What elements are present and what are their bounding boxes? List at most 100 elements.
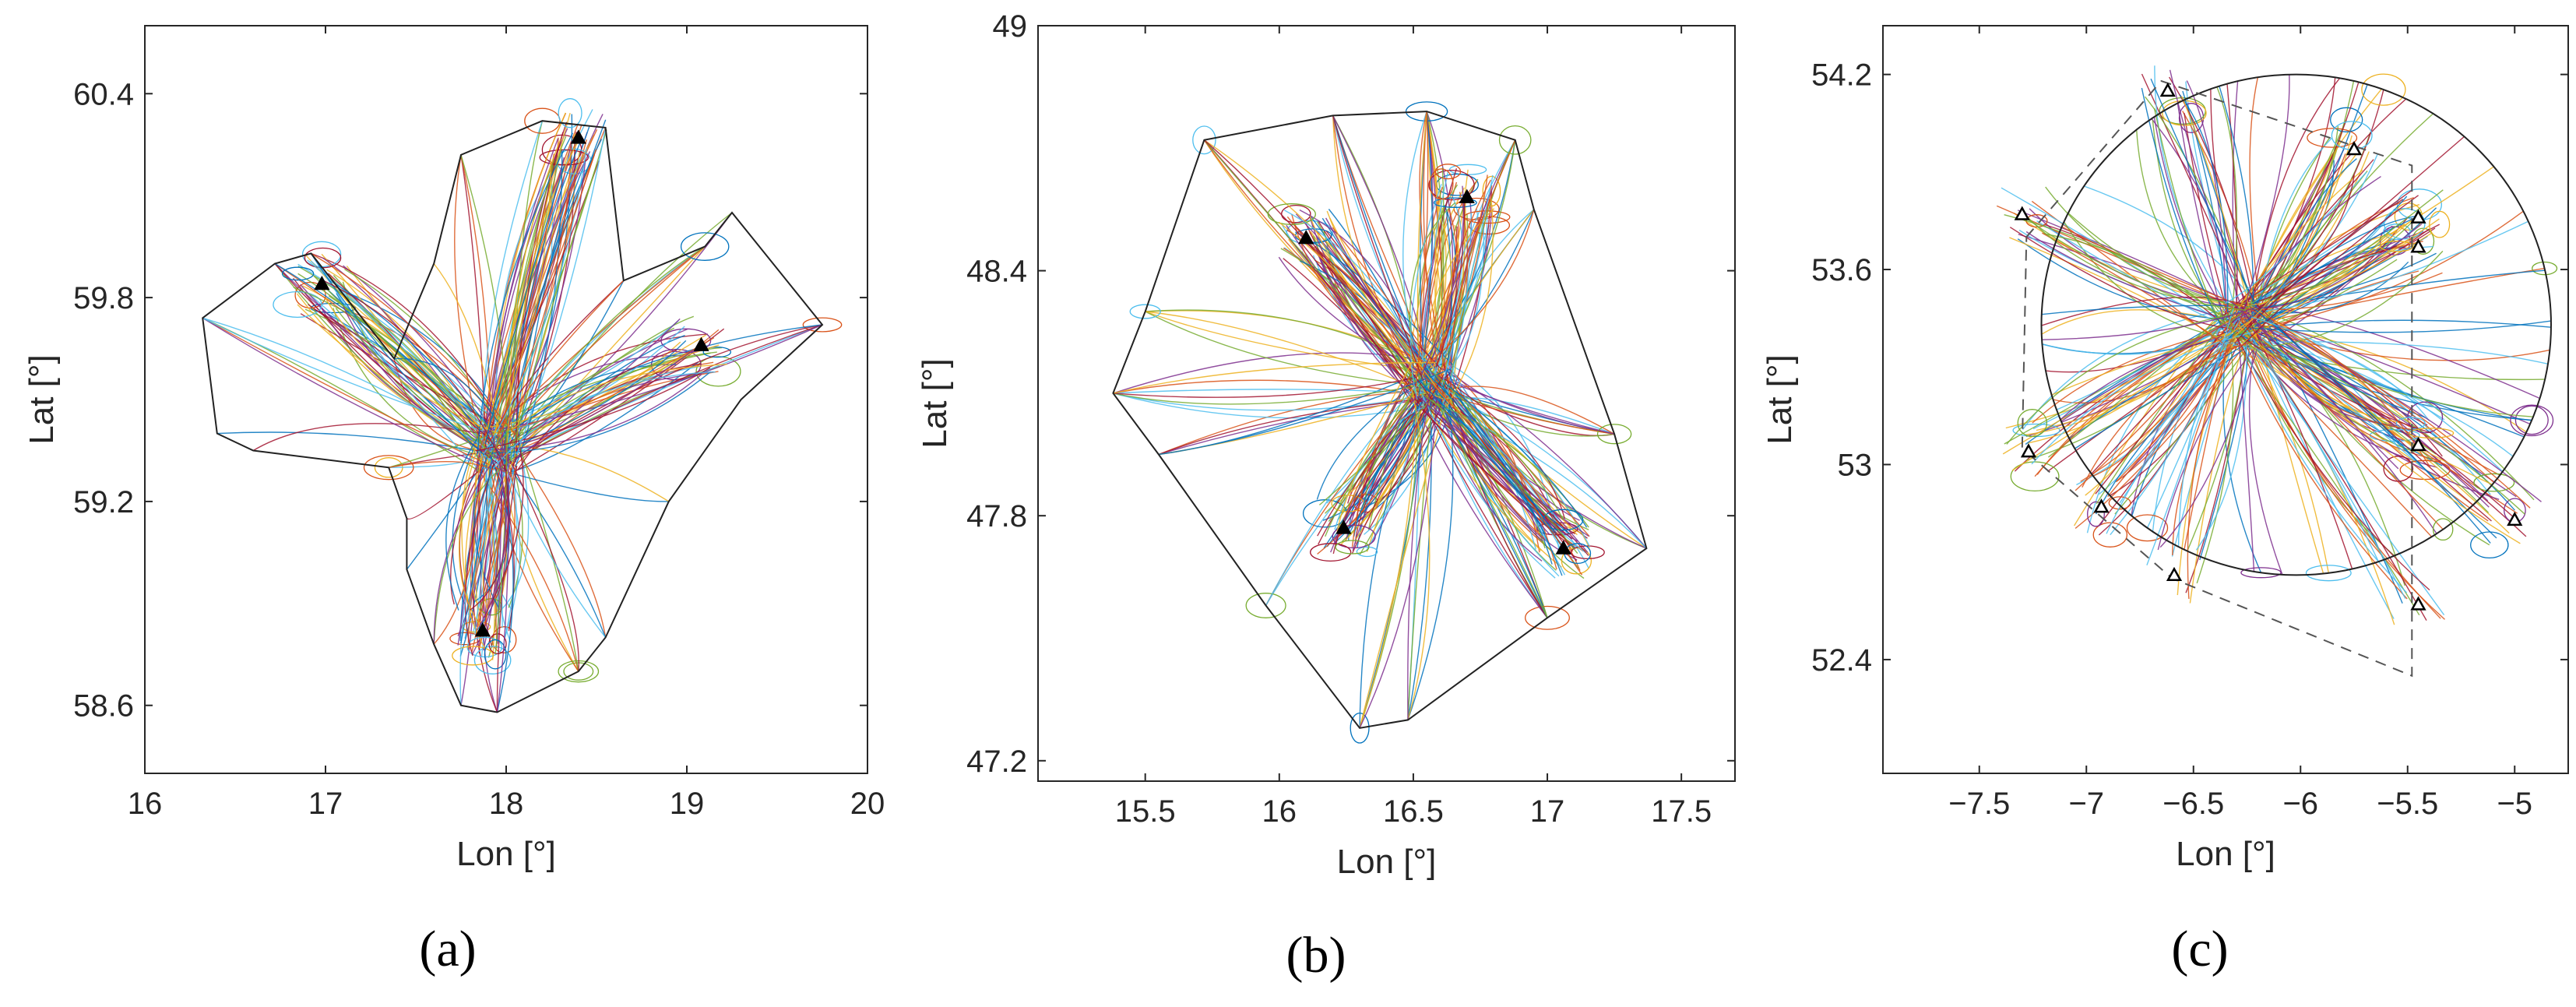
trajectory-line [343,305,499,459]
trajectory-line [1413,400,1548,618]
x-tick-label: −7 [2068,787,2104,821]
trajectory-line [2095,336,2225,495]
trajectory-line [393,358,484,452]
entry-point-marker [1555,540,1571,555]
trajectory-line [1368,398,1448,530]
trajectory-line [2238,338,2255,572]
trajectory-line [2225,217,2416,343]
holding-loop [2383,456,2414,482]
y-tick-label: 59.2 [73,485,134,519]
trajectory-line [313,275,489,456]
trajectory-line [2244,340,2405,424]
holding-loop [2510,404,2554,437]
trajectory-line [2254,340,2521,544]
trajectory-line [477,463,669,502]
trajectory-line [516,127,607,455]
trajectory-line [2011,316,2258,471]
entry-point-marker [2014,206,2030,220]
x-tick-label: 17.5 [1651,794,1712,829]
trajectory-line [467,439,505,651]
trajectory-line [464,463,494,657]
trajectory-line [2232,135,2353,339]
holding-loop [2108,496,2131,510]
trajectory-line [482,137,559,452]
x-tick-label: 16 [128,787,163,821]
trajectory-line [2233,190,2412,344]
entry-point-marker [2410,596,2426,611]
y-tick-label: 53.6 [1811,253,1872,287]
holding-loop [2330,107,2363,132]
holding-loop [680,232,730,261]
y-tick-label: 48.4 [966,255,1027,289]
holding-loop [660,328,712,354]
trajectory-line [459,463,511,706]
trajectory-line [2261,336,2426,470]
trajectory-line [333,308,477,456]
panel-c: −7.5 −7 −6.5 −6 −5.5 −5 52.4 53 53.6 54.2 Lon [°] L… [1761,25,2569,977]
trajectory-line [512,139,603,462]
trajectory-line [1447,399,1578,561]
trajectory-line [1448,395,1615,435]
x-tick-label: 16.5 [1383,794,1444,829]
trajectory-line [1421,185,1465,375]
trajectory-line [1203,139,1414,376]
trajectory-line [2189,322,2251,604]
trajectory-line [1419,111,1452,393]
trajectory-line [2225,259,2398,336]
trajectory-line [483,441,524,618]
trajectory-line [496,465,518,713]
trajectory-line [2236,326,2445,616]
x-tick-label: 17 [1530,794,1565,829]
trajectory-line [2247,215,2419,308]
trajectory-line [460,435,495,644]
trajectory-line [1407,403,1433,720]
holding-loop [2010,461,2060,492]
trajectory-line [1996,205,2232,306]
trajectory-line [1283,209,1418,363]
holding-loop [802,317,843,333]
trajectory-line [1325,217,1414,365]
trajectory-line [2001,187,2229,329]
trajectory-line [1415,209,1535,374]
trajectory-line [1325,380,1426,537]
trajectory-line [2262,84,2368,327]
trajectory-line [2250,261,2409,314]
trajectory-line [480,149,596,447]
trajectory-line [1412,364,1583,576]
trajectory-line [202,317,508,474]
y-tick-label: 49 [993,9,1028,44]
trajectory-line [1444,379,1565,519]
trajectory-line [2237,313,2444,530]
trajectory-line [2191,118,2226,310]
trajectory-line [1283,258,1437,407]
trajectory-line [2153,107,2223,329]
trajectory-line [2051,332,2233,396]
trajectory-line [328,280,512,455]
trajectory-line [2146,306,2235,565]
trajectory-line [202,317,504,460]
trajectory-line [1441,174,1494,386]
holding-loop [702,346,732,358]
trajectory-line [488,146,572,443]
x-tick-label: 17 [308,787,343,821]
trajectory-line [2009,227,2236,330]
trajectory-line [2025,231,2245,326]
axes-frame [1037,25,1736,782]
trajectory-line [2047,313,2224,458]
trajectory-line [2229,126,2339,323]
trajectory-line [2240,317,2413,431]
trajectory-line [2247,312,2542,502]
trajectory-line [2042,306,2258,340]
trajectory-line [1113,379,1446,405]
trajectory-line [494,127,607,456]
trajectory-line [1425,217,1488,389]
trajectory-line [2261,223,2423,309]
trajectory-line [1113,393,1434,419]
x-tick-label: −5.5 [2377,787,2438,821]
entry-point-marker [2093,498,2110,513]
entry-point-marker [1298,230,1314,245]
holding-loop [695,356,741,387]
trajectory-line [2043,233,2247,347]
trajectory-line [2233,330,2432,434]
trajectory-line [2157,339,2263,551]
